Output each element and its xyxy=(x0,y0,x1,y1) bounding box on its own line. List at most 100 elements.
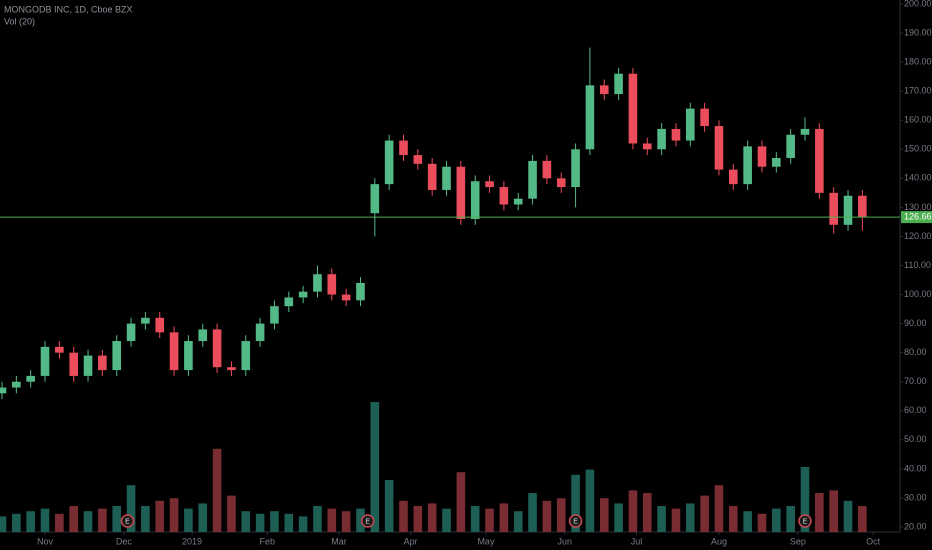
volume-bar xyxy=(815,493,824,532)
volume-bar xyxy=(671,508,681,532)
candle-body xyxy=(270,306,279,324)
volume-bar xyxy=(83,511,93,532)
volume-bar xyxy=(69,506,78,532)
x-tick-label: May xyxy=(477,536,495,546)
candle-body xyxy=(284,297,294,307)
y-tick-label: 110.00 xyxy=(904,260,931,270)
volume-bar xyxy=(98,508,107,532)
volume-bar xyxy=(513,511,523,532)
volume-bar xyxy=(356,508,365,532)
volume-bar xyxy=(12,513,21,532)
candle-body xyxy=(499,187,509,205)
volume-bar xyxy=(126,485,136,532)
x-tick-label: Apr xyxy=(404,536,418,546)
volume-bar xyxy=(556,498,566,532)
volume-bar xyxy=(843,500,853,532)
volume-bar xyxy=(212,448,222,532)
candle-body xyxy=(599,85,609,95)
volume-bar xyxy=(198,503,208,532)
volume-bar xyxy=(112,506,122,532)
x-tick-label: Oct xyxy=(866,536,881,546)
candle-body xyxy=(370,184,380,214)
candle-body xyxy=(126,323,136,342)
candle-body xyxy=(40,346,50,376)
volume-bar xyxy=(714,485,724,532)
last-price-label: 126.66 xyxy=(904,211,932,221)
candle-body xyxy=(169,332,179,371)
candle-body xyxy=(327,274,337,295)
candle-body xyxy=(843,195,853,225)
volume-bar xyxy=(413,506,423,532)
y-tick-label: 150.00 xyxy=(904,144,932,154)
y-tick-label: 180.00 xyxy=(904,56,932,66)
volume-bar xyxy=(456,472,466,532)
candle-body xyxy=(513,198,523,205)
candle-body xyxy=(800,128,810,135)
volume-bar xyxy=(141,506,150,532)
candle-body xyxy=(0,387,7,394)
candle-body xyxy=(198,329,208,342)
candle-body xyxy=(757,146,767,167)
volume-bar xyxy=(528,493,537,532)
candle-body xyxy=(685,108,695,141)
volume-bar xyxy=(485,508,494,532)
candle-body xyxy=(542,160,552,179)
y-tick-label: 60.00 xyxy=(904,405,927,415)
y-tick-label: 190.00 xyxy=(904,27,932,37)
volume-bar xyxy=(642,493,652,532)
candle-body xyxy=(470,181,480,220)
candle-body xyxy=(700,108,709,127)
candle-body xyxy=(341,294,351,301)
volume-bar xyxy=(700,495,709,532)
earnings-marker xyxy=(360,514,375,528)
y-tick-label: 90.00 xyxy=(904,318,927,328)
candle-body xyxy=(671,128,681,141)
candle-body xyxy=(729,169,738,185)
candle-body xyxy=(112,341,122,371)
earnings-label: E xyxy=(803,518,808,525)
x-tick-label: Nov xyxy=(37,536,54,546)
candle-body xyxy=(241,341,251,371)
earnings-marker xyxy=(798,514,812,528)
y-tick-label: 70.00 xyxy=(904,376,927,386)
candle-body xyxy=(384,140,394,185)
volume-bar xyxy=(858,506,867,532)
volume-bar xyxy=(442,508,451,532)
volume-bar xyxy=(169,498,179,532)
x-tick-label: Jul xyxy=(631,536,643,546)
x-tick-label: Mar xyxy=(331,536,347,546)
volume-bar xyxy=(729,506,738,532)
volume-bar xyxy=(55,513,64,532)
x-tick-label: Feb xyxy=(260,536,276,546)
y-tick-label: 100.00 xyxy=(904,289,932,299)
y-tick-label: 170.00 xyxy=(904,86,932,96)
candle-body xyxy=(313,274,322,292)
candle-body xyxy=(184,341,193,371)
volume-bar xyxy=(270,511,279,532)
volume-bar xyxy=(313,506,322,532)
candle-body xyxy=(456,166,466,220)
volume-bar xyxy=(370,402,380,532)
volume-bar xyxy=(786,506,795,532)
volume-bar xyxy=(40,508,50,532)
y-tick-label: 20.00 xyxy=(904,521,927,531)
earnings-label: E xyxy=(365,518,370,525)
volume-bar xyxy=(585,469,595,532)
earnings-marker xyxy=(120,514,135,528)
candle-body xyxy=(815,128,824,193)
volume-bar xyxy=(327,508,337,532)
volume-bar xyxy=(685,503,695,532)
candle-body xyxy=(786,134,795,158)
x-tick-label: Dec xyxy=(116,536,133,546)
volume-bar xyxy=(284,513,294,532)
volume-bar xyxy=(298,516,308,532)
volume-bar xyxy=(657,506,666,532)
x-tick-label: Jun xyxy=(558,536,573,546)
candle-body xyxy=(556,178,566,188)
y-tick-label: 80.00 xyxy=(904,347,927,357)
volume-bar xyxy=(470,506,480,532)
candle-body xyxy=(26,375,35,382)
volume-bar xyxy=(800,467,810,532)
